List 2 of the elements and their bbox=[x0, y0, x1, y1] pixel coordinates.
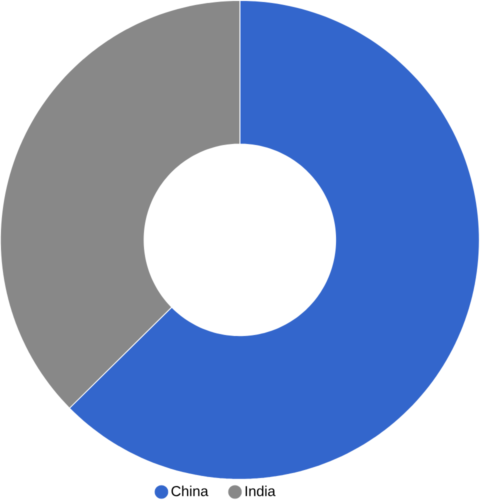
legend-label: China bbox=[172, 486, 208, 496]
legend-label: India bbox=[246, 486, 276, 496]
